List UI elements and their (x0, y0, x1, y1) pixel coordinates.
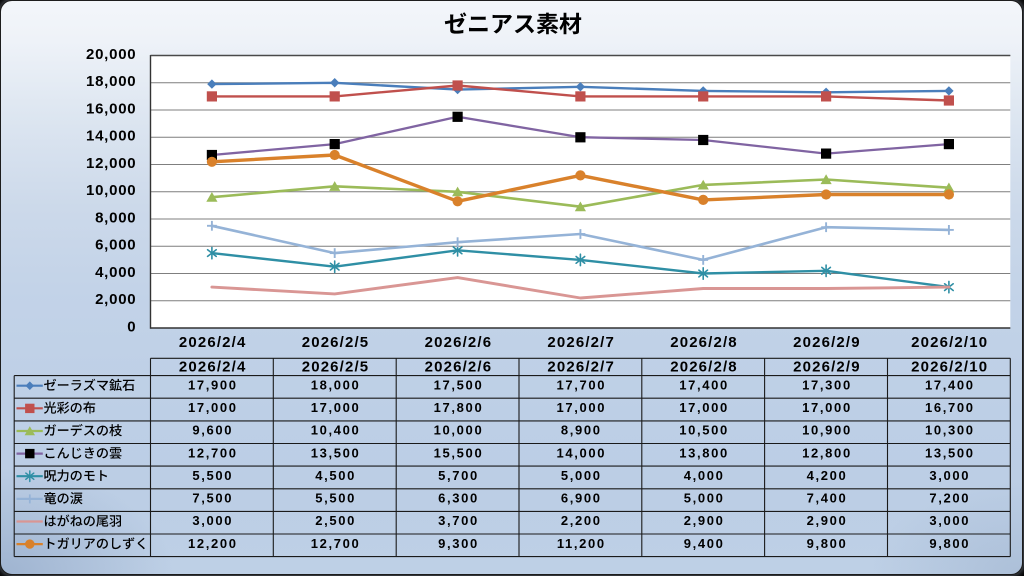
svg-text:7,200: 7,200 (929, 491, 970, 506)
svg-text:2026/2/4: 2026/2/4 (179, 358, 247, 375)
svg-text:3,700: 3,700 (438, 513, 479, 528)
svg-text:8,900: 8,900 (561, 423, 602, 438)
svg-text:9,400: 9,400 (684, 536, 725, 551)
svg-text:2,200: 2,200 (561, 513, 602, 528)
svg-text:2026/2/8: 2026/2/8 (670, 358, 738, 375)
svg-text:2026/2/9: 2026/2/9 (793, 358, 861, 375)
svg-text:14,000: 14,000 (86, 128, 136, 145)
svg-text:6,300: 6,300 (438, 491, 479, 506)
svg-text:10,000: 10,000 (86, 182, 136, 199)
svg-text:5,000: 5,000 (561, 468, 602, 483)
svg-text:6,900: 6,900 (561, 491, 602, 506)
svg-text:4,000: 4,000 (95, 264, 136, 281)
svg-text:3,000: 3,000 (929, 468, 970, 483)
svg-text:2026/2/8: 2026/2/8 (670, 334, 738, 351)
svg-text:9,600: 9,600 (192, 423, 233, 438)
svg-text:2026/2/7: 2026/2/7 (547, 358, 615, 375)
svg-text:12,700: 12,700 (311, 536, 361, 551)
svg-text:17,700: 17,700 (556, 377, 606, 392)
svg-text:10,500: 10,500 (679, 423, 729, 438)
svg-text:2,900: 2,900 (684, 513, 725, 528)
svg-text:9,800: 9,800 (929, 536, 970, 551)
svg-text:0: 0 (127, 318, 136, 335)
svg-text:10,000: 10,000 (434, 423, 484, 438)
svg-text:9,300: 9,300 (438, 536, 479, 551)
svg-text:17,900: 17,900 (188, 377, 238, 392)
svg-text:2026/2/6: 2026/2/6 (425, 358, 493, 375)
svg-text:15,500: 15,500 (434, 445, 484, 460)
svg-text:2,500: 2,500 (315, 513, 356, 528)
svg-text:20,000: 20,000 (86, 46, 136, 63)
svg-text:12,200: 12,200 (188, 536, 238, 551)
svg-text:2026/2/7: 2026/2/7 (547, 334, 615, 351)
svg-text:10,300: 10,300 (925, 423, 975, 438)
svg-text:13,500: 13,500 (311, 445, 361, 460)
svg-text:17,400: 17,400 (925, 377, 975, 392)
svg-text:2,000: 2,000 (95, 291, 136, 308)
svg-text:18,000: 18,000 (311, 377, 361, 392)
svg-text:17,000: 17,000 (802, 400, 852, 415)
svg-text:16,000: 16,000 (86, 100, 136, 117)
svg-text:2026/2/4: 2026/2/4 (179, 334, 247, 351)
svg-text:13,500: 13,500 (925, 445, 975, 460)
svg-text:3,000: 3,000 (192, 513, 233, 528)
svg-text:2026/2/5: 2026/2/5 (302, 334, 370, 351)
svg-text:2026/2/5: 2026/2/5 (302, 358, 370, 375)
svg-text:8,000: 8,000 (95, 209, 136, 226)
svg-text:17,000: 17,000 (556, 400, 606, 415)
svg-text:2026/2/10: 2026/2/10 (911, 334, 988, 351)
svg-text:5,500: 5,500 (315, 491, 356, 506)
svg-text:17,000: 17,000 (311, 400, 361, 415)
svg-text:4,000: 4,000 (684, 468, 725, 483)
svg-text:10,900: 10,900 (802, 423, 852, 438)
svg-text:6,000: 6,000 (95, 237, 136, 254)
svg-text:5,000: 5,000 (684, 491, 725, 506)
svg-text:17,000: 17,000 (679, 400, 729, 415)
svg-text:5,700: 5,700 (438, 468, 479, 483)
svg-text:17,500: 17,500 (434, 377, 484, 392)
svg-text:5,500: 5,500 (192, 468, 233, 483)
svg-text:16,700: 16,700 (925, 400, 975, 415)
svg-text:3,000: 3,000 (929, 513, 970, 528)
svg-text:4,500: 4,500 (315, 468, 356, 483)
svg-text:7,400: 7,400 (807, 491, 848, 506)
svg-text:12,000: 12,000 (86, 155, 136, 172)
svg-text:17,400: 17,400 (679, 377, 729, 392)
svg-text:2026/2/9: 2026/2/9 (793, 334, 861, 351)
svg-text:2026/2/10: 2026/2/10 (911, 358, 988, 375)
svg-text:18,000: 18,000 (86, 73, 136, 90)
svg-text:2,900: 2,900 (807, 513, 848, 528)
svg-text:11,200: 11,200 (557, 536, 606, 551)
svg-text:14,000: 14,000 (556, 445, 606, 460)
svg-text:12,800: 12,800 (802, 445, 852, 460)
svg-text:12,700: 12,700 (188, 445, 238, 460)
svg-text:17,800: 17,800 (434, 400, 484, 415)
svg-text:17,300: 17,300 (802, 377, 852, 392)
svg-text:7,500: 7,500 (192, 491, 233, 506)
svg-text:9,800: 9,800 (807, 536, 848, 551)
svg-text:13,800: 13,800 (679, 445, 729, 460)
svg-text:2026/2/6: 2026/2/6 (425, 334, 493, 351)
svg-text:4,200: 4,200 (807, 468, 848, 483)
svg-text:17,000: 17,000 (188, 400, 238, 415)
svg-text:10,400: 10,400 (311, 423, 361, 438)
